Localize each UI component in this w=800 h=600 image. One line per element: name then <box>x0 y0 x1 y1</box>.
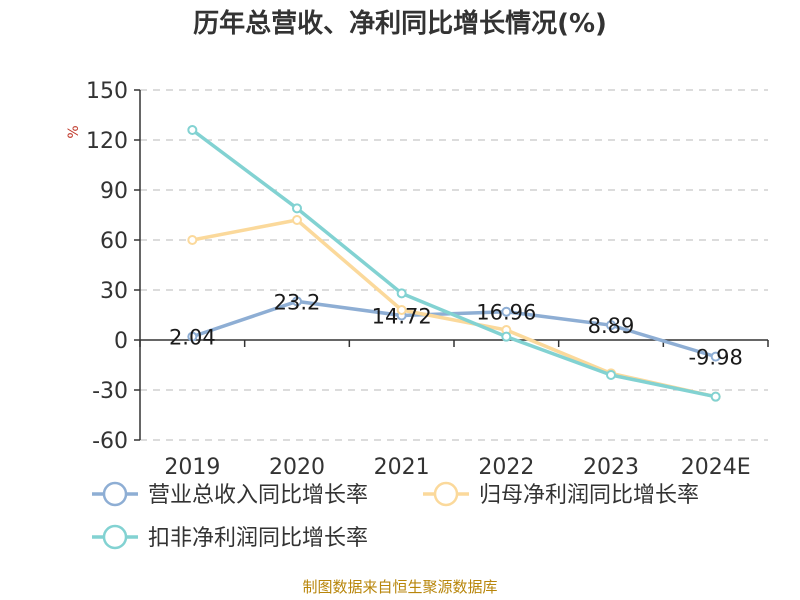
series-line-2 <box>191 128 717 399</box>
x-tick-label: 2019 <box>164 455 220 480</box>
x-tick-label: 2024E <box>681 455 751 480</box>
legend-swatch-marker <box>102 481 128 507</box>
y-tick-label: -60 <box>92 429 128 454</box>
data-label: 8.89 <box>588 314 635 338</box>
x-tick-label: 2020 <box>269 455 325 480</box>
data-point[interactable] <box>292 203 302 214</box>
chart-title: 历年总营收、净利同比增长情况(%) <box>193 8 607 39</box>
data-point[interactable] <box>187 235 198 245</box>
data-labels: 2.04 23.2 14.72 16.96 8.89 -9.98 <box>169 290 743 369</box>
source-note: 制图数据来自恒生聚源数据库 <box>302 578 497 596</box>
y-tick-label: 90 <box>100 179 128 204</box>
data-label: 16.96 <box>476 301 536 325</box>
y-tick-label: 60 <box>100 229 128 254</box>
legend-item-0[interactable]: 营业总收入同比增长率 <box>92 481 368 508</box>
data-point[interactable] <box>187 331 198 342</box>
y-tick-label: 30 <box>100 279 128 304</box>
legend-label: 营业总收入同比增长率 <box>148 483 368 508</box>
data-point[interactable] <box>710 351 721 362</box>
data-point[interactable] <box>501 306 512 317</box>
grid-lines <box>140 89 768 441</box>
axes: 150 120 90 60 30 0 -30 -60 2019 2020 2021 2022 2023 2… <box>86 79 769 480</box>
x-tick-label: 2021 <box>374 455 430 480</box>
data-label: 14.72 <box>372 304 432 328</box>
legend-swatch-marker <box>433 481 459 507</box>
y-tick-label: 150 <box>86 79 128 104</box>
data-point[interactable] <box>710 391 721 402</box>
y-axis-unit: % <box>66 125 82 138</box>
x-tick-label: 2023 <box>583 455 639 480</box>
data-point[interactable] <box>396 288 407 299</box>
data-point[interactable] <box>292 296 302 307</box>
data-label: 2.04 <box>169 326 216 350</box>
legend-label: 归母净利润同比增长率 <box>479 483 699 508</box>
series-line-0 <box>191 299 717 359</box>
legend-item-2[interactable]: 扣非净利润同比增长率 <box>92 524 368 551</box>
legend-swatch-marker <box>102 524 128 550</box>
data-point[interactable] <box>187 125 198 135</box>
legend-label: 扣非净利润同比增长率 <box>148 526 368 551</box>
data-label: 23.2 <box>274 290 321 314</box>
data-point[interactable] <box>606 370 616 380</box>
data-point[interactable] <box>501 331 512 342</box>
data-point[interactable] <box>606 320 616 331</box>
y-tick-label: 0 <box>114 329 128 354</box>
x-tick-label: 2022 <box>478 455 534 480</box>
series-lines <box>187 125 721 402</box>
legend-item-1[interactable]: 归母净利润同比增长率 <box>423 481 699 508</box>
data-label: -9.98 <box>688 346 742 370</box>
y-tick-label: -30 <box>92 379 128 404</box>
y-tick-label: 120 <box>86 129 128 154</box>
data-point[interactable] <box>396 305 407 315</box>
data-point[interactable] <box>292 215 302 225</box>
